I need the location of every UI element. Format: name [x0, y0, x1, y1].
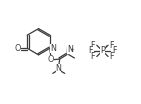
Text: •: • — [104, 44, 107, 49]
Text: O: O — [48, 55, 54, 64]
Text: N: N — [56, 64, 61, 73]
Text: O: O — [14, 44, 20, 53]
Text: N: N — [50, 44, 56, 53]
Text: F: F — [91, 41, 95, 50]
Text: F: F — [110, 52, 114, 61]
Text: F: F — [91, 52, 95, 61]
Text: F: F — [88, 46, 93, 55]
Text: N: N — [68, 45, 73, 54]
Text: F: F — [112, 46, 116, 55]
Text: P: P — [100, 46, 105, 55]
Text: F: F — [110, 41, 114, 50]
Text: +: + — [70, 47, 74, 52]
